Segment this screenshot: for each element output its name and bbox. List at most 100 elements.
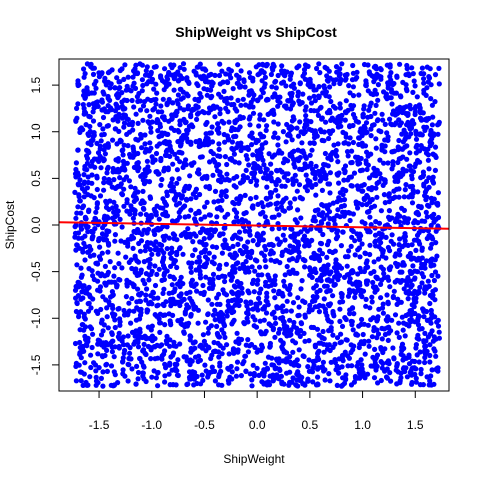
data-point	[236, 160, 242, 166]
data-point	[421, 80, 427, 86]
data-point	[325, 78, 331, 84]
data-point	[143, 178, 149, 184]
data-point	[224, 313, 230, 319]
data-point	[421, 146, 427, 152]
data-point	[390, 345, 396, 351]
data-point	[109, 303, 115, 309]
data-point	[351, 311, 357, 317]
data-point	[119, 148, 125, 154]
data-point	[284, 121, 290, 128]
data-point	[104, 170, 110, 176]
data-point	[191, 106, 197, 113]
data-point	[120, 371, 126, 377]
data-point	[375, 117, 381, 123]
data-point	[202, 362, 208, 368]
data-point	[79, 235, 85, 241]
data-point	[105, 325, 111, 331]
data-point	[399, 262, 405, 268]
data-point	[75, 182, 81, 188]
data-point	[354, 69, 360, 75]
data-point	[73, 360, 79, 366]
data-point	[359, 241, 365, 247]
data-point	[315, 374, 321, 380]
data-point	[218, 368, 224, 374]
data-point	[177, 149, 183, 155]
data-point	[411, 296, 417, 302]
data-point	[302, 226, 308, 232]
data-point	[278, 305, 284, 311]
data-point	[74, 105, 80, 111]
data-point	[328, 98, 334, 105]
data-point	[82, 163, 88, 170]
data-point	[231, 175, 237, 181]
data-point	[124, 131, 130, 137]
data-point	[107, 105, 114, 111]
data-point	[400, 139, 406, 145]
data-point	[423, 150, 430, 156]
data-point	[356, 344, 362, 351]
data-point	[98, 138, 104, 144]
data-point	[428, 129, 434, 135]
data-point	[167, 343, 173, 349]
data-point	[141, 376, 147, 382]
data-point	[141, 364, 147, 370]
data-point	[125, 333, 131, 339]
data-point	[250, 104, 256, 110]
data-point	[168, 188, 174, 194]
data-point	[401, 207, 407, 213]
data-point	[205, 297, 211, 303]
data-point	[294, 125, 300, 131]
data-point	[368, 133, 374, 139]
data-point	[197, 264, 203, 270]
y-tick-label: 0.0	[29, 216, 43, 233]
data-point	[214, 301, 220, 307]
data-point	[417, 382, 423, 388]
data-point	[138, 131, 144, 138]
data-point	[432, 257, 438, 263]
data-point	[428, 263, 434, 269]
data-point	[228, 68, 234, 74]
points-layer	[72, 61, 442, 389]
data-point	[114, 282, 120, 288]
data-point	[246, 70, 253, 76]
data-point	[290, 114, 296, 120]
data-point	[297, 166, 303, 172]
data-point	[95, 287, 101, 293]
data-point	[362, 351, 368, 357]
data-point	[77, 177, 83, 183]
data-point	[169, 245, 175, 251]
data-point	[249, 280, 256, 286]
data-point	[261, 162, 267, 168]
y-tick-label: 1.5	[29, 76, 43, 93]
data-point	[155, 251, 161, 257]
data-point	[321, 296, 327, 302]
data-point	[126, 259, 132, 265]
data-point	[170, 296, 176, 302]
data-point	[326, 342, 332, 348]
data-point	[368, 126, 374, 132]
data-point	[133, 317, 139, 323]
data-point	[312, 169, 318, 175]
data-point	[132, 253, 138, 259]
data-point	[121, 76, 127, 82]
data-point	[271, 288, 277, 294]
data-point	[412, 319, 418, 325]
data-point	[429, 122, 435, 128]
data-point	[358, 370, 364, 376]
data-point	[305, 364, 311, 370]
data-point	[105, 144, 111, 150]
data-point	[128, 236, 134, 242]
data-point	[209, 352, 215, 358]
data-point	[124, 197, 130, 203]
data-point	[193, 233, 199, 239]
data-point	[126, 355, 132, 362]
data-point	[91, 65, 97, 71]
data-point	[91, 360, 97, 366]
data-point	[296, 182, 303, 188]
data-point	[174, 167, 180, 173]
data-point	[338, 123, 344, 129]
data-point	[404, 156, 410, 162]
data-point	[339, 323, 346, 329]
data-point	[121, 342, 127, 348]
data-point	[316, 61, 322, 67]
